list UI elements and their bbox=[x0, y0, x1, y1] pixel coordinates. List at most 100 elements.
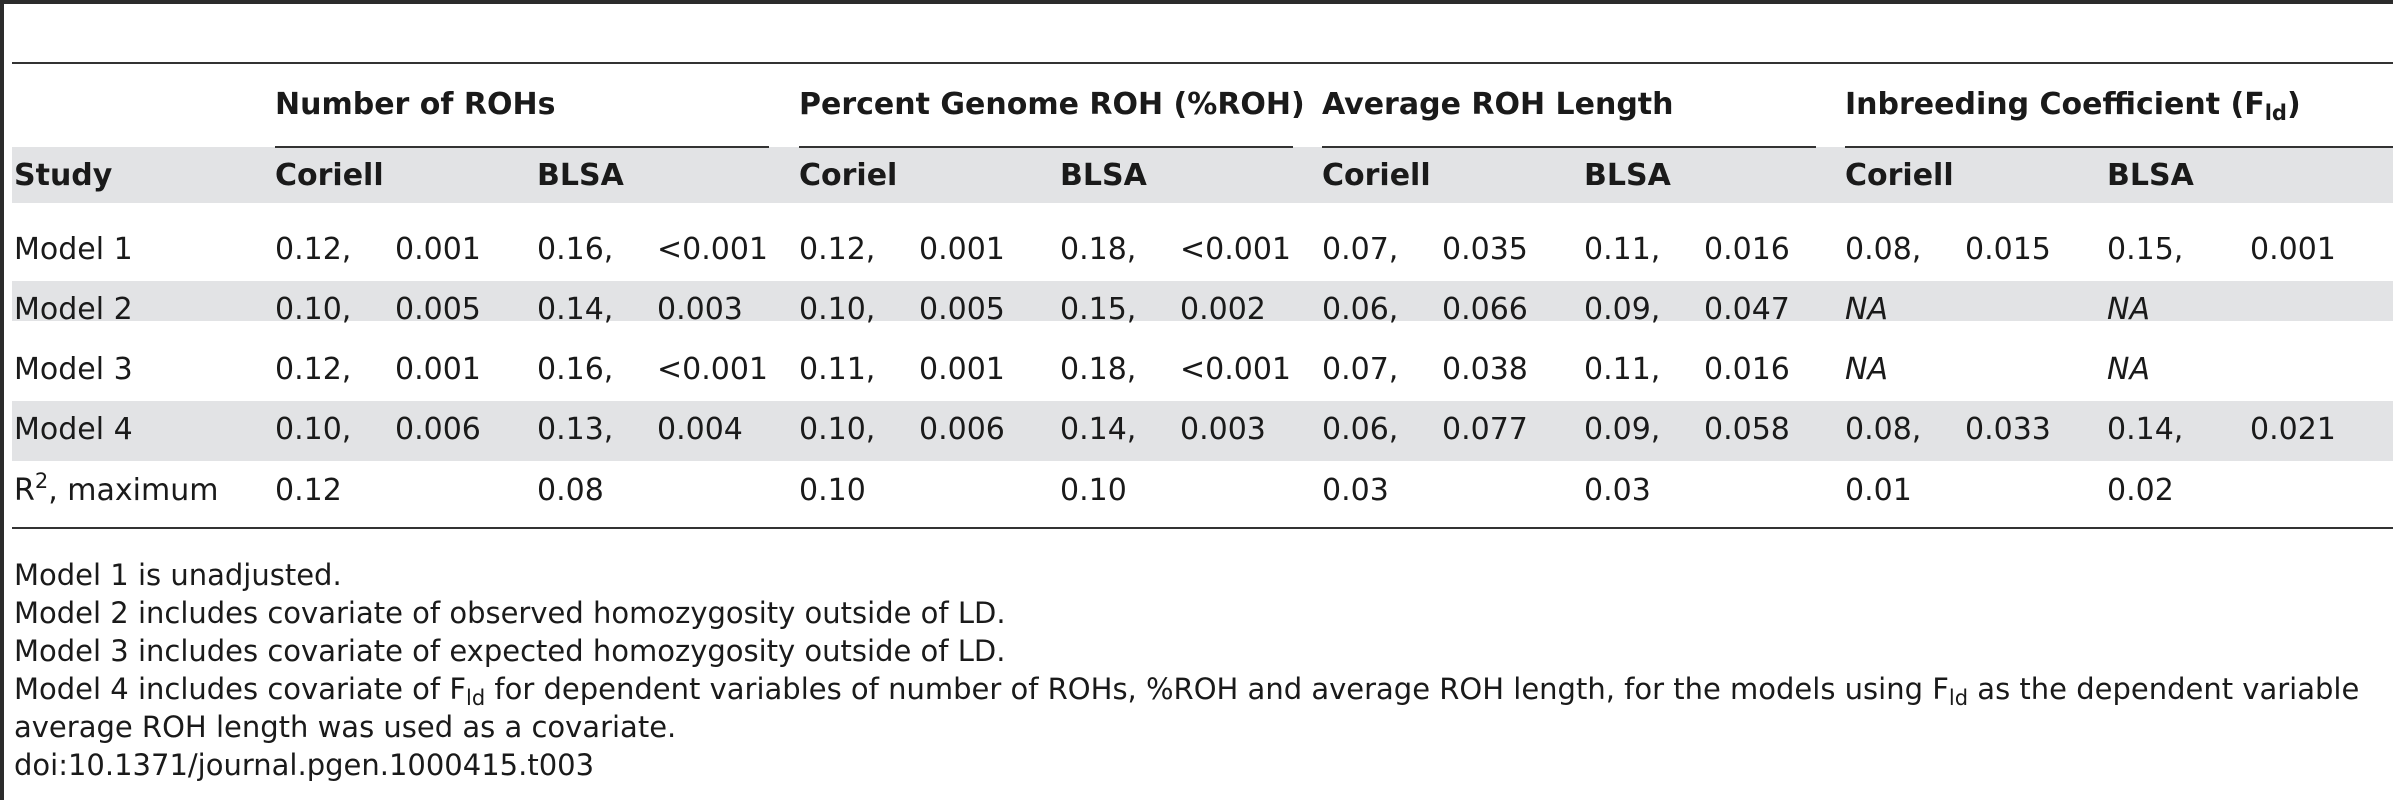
group-header-inbreeding-text: Inbreeding Coefficient (F bbox=[1845, 87, 2265, 122]
footnote-model-4-part-c: as the dependent variable bbox=[1968, 672, 2360, 706]
table-cell: 0.08, bbox=[1845, 412, 1922, 447]
table-cell: 0.09, bbox=[1584, 292, 1661, 327]
table-cell: 0.002 bbox=[1180, 292, 1266, 327]
group-header-inbreeding-sub: ld bbox=[2264, 101, 2287, 125]
subheader-shade bbox=[12, 147, 2393, 203]
column-header-coriell-1: Coriell bbox=[275, 158, 384, 193]
table-cell: NA bbox=[1845, 292, 1888, 327]
group-header-inbreeding-close: ) bbox=[2286, 87, 2301, 122]
footnote-model-4-sub-1: ld bbox=[466, 686, 486, 710]
table-cell: 0.15, bbox=[1060, 292, 1137, 327]
table-cell: 0.10, bbox=[275, 292, 352, 327]
table-cell: 0.09, bbox=[1584, 412, 1661, 447]
doi-link[interactable]: doi:10.1371/journal.pgen.1000415.t003 bbox=[14, 748, 595, 782]
table-cell: 0.06, bbox=[1322, 292, 1399, 327]
r2-cell: 0.08 bbox=[537, 473, 604, 508]
table-cell: NA bbox=[2107, 292, 2150, 327]
table-cell: 0.07, bbox=[1322, 352, 1399, 387]
r2-cell: 0.01 bbox=[1845, 473, 1912, 508]
table-cell: 0.077 bbox=[1442, 412, 1528, 447]
row-label: Model 1 bbox=[14, 232, 133, 267]
table-cell: 0.14, bbox=[537, 292, 614, 327]
table-cell: 0.021 bbox=[2250, 412, 2336, 447]
table-cell: 0.015 bbox=[1965, 232, 2051, 267]
row-shade-model-2 bbox=[12, 281, 2393, 321]
footnote-model-4-part-a: Model 4 includes covariate of F bbox=[14, 672, 467, 706]
table-cell: 0.10, bbox=[275, 412, 352, 447]
table-cell: 0.003 bbox=[1180, 412, 1266, 447]
table-cell: 0.003 bbox=[657, 292, 743, 327]
table-cell: 0.001 bbox=[919, 232, 1005, 267]
table-cell: <0.001 bbox=[1180, 352, 1292, 387]
table-cell: 0.18, bbox=[1060, 232, 1137, 267]
row-shade-model-4 bbox=[12, 401, 2393, 461]
group-rule-pct-roh bbox=[799, 146, 1293, 148]
table-cell: <0.001 bbox=[657, 232, 769, 267]
group-header-avg-len: Average ROH Length bbox=[1322, 87, 1674, 122]
group-header-roh-count: Number of ROHs bbox=[275, 87, 556, 122]
r2-cell: 0.12 bbox=[275, 473, 342, 508]
table-cell: 0.047 bbox=[1704, 292, 1790, 327]
row-label: Model 4 bbox=[14, 412, 133, 447]
column-header-coriell-4: Coriell bbox=[1845, 158, 1954, 193]
table-cell: 0.005 bbox=[395, 292, 481, 327]
table-cell: NA bbox=[1845, 352, 1888, 387]
table-cell: 0.16, bbox=[537, 232, 614, 267]
column-header-coriel-2: Coriel bbox=[799, 158, 898, 193]
table-bottom-rule bbox=[12, 527, 2393, 529]
r2-label-sup: 2 bbox=[34, 469, 49, 493]
column-header-blsa-4: BLSA bbox=[2107, 158, 2194, 193]
table-cell: <0.001 bbox=[657, 352, 769, 387]
group-header-inbreeding: Inbreeding Coefficient (Fld) bbox=[1845, 87, 2301, 125]
table-cell: 0.016 bbox=[1704, 352, 1790, 387]
table-cell: 0.066 bbox=[1442, 292, 1528, 327]
row-label: Model 3 bbox=[14, 352, 133, 387]
table-cell: 0.001 bbox=[919, 352, 1005, 387]
table-cell: 0.033 bbox=[1965, 412, 2051, 447]
table-cell: 0.10, bbox=[799, 412, 876, 447]
table-cell: 0.11, bbox=[1584, 232, 1661, 267]
table-cell: NA bbox=[2107, 352, 2150, 387]
table-cell: 0.18, bbox=[1060, 352, 1137, 387]
table-cell: 0.06, bbox=[1322, 412, 1399, 447]
row-label: Model 2 bbox=[14, 292, 133, 327]
table-cell: 0.07, bbox=[1322, 232, 1399, 267]
footnote-model-4-part-b: for dependent variables of number of ROH… bbox=[485, 672, 1949, 706]
table-cell: 0.006 bbox=[395, 412, 481, 447]
table-cell: 0.14, bbox=[1060, 412, 1137, 447]
table-cell: 0.001 bbox=[395, 352, 481, 387]
table-cell: 0.12, bbox=[799, 232, 876, 267]
group-rule-inbreeding bbox=[1845, 146, 2393, 148]
left-border bbox=[0, 0, 4, 800]
table-cell: 0.11, bbox=[799, 352, 876, 387]
table-cell: 0.005 bbox=[919, 292, 1005, 327]
column-header-study: Study bbox=[14, 158, 113, 193]
column-header-blsa-1: BLSA bbox=[537, 158, 624, 193]
r2-cell: 0.10 bbox=[1060, 473, 1127, 508]
table-cell: 0.13, bbox=[537, 412, 614, 447]
footnote-model-3: Model 3 includes covariate of expected h… bbox=[14, 634, 1006, 668]
footnote-model-2: Model 2 includes covariate of observed h… bbox=[14, 596, 1006, 630]
table-cell: <0.001 bbox=[1180, 232, 1292, 267]
r2-cell: 0.03 bbox=[1584, 473, 1651, 508]
table-cell: 0.016 bbox=[1704, 232, 1790, 267]
table-cell: 0.12, bbox=[275, 232, 352, 267]
column-header-coriell-3: Coriell bbox=[1322, 158, 1431, 193]
r2-row-label: R2, maximum bbox=[14, 471, 219, 509]
r2-label-rest: , maximum bbox=[48, 473, 219, 508]
footnote-model-4: Model 4 includes covariate of Fld for de… bbox=[14, 672, 2360, 709]
top-border bbox=[0, 0, 2393, 4]
r2-cell: 0.03 bbox=[1322, 473, 1389, 508]
table-cell: 0.001 bbox=[2250, 232, 2336, 267]
column-header-blsa-2: BLSA bbox=[1060, 158, 1147, 193]
r2-label-r: R bbox=[14, 473, 35, 508]
table-cell: 0.058 bbox=[1704, 412, 1790, 447]
group-header-pct-roh: Percent Genome ROH (%ROH) bbox=[799, 87, 1305, 122]
table-cell: 0.006 bbox=[919, 412, 1005, 447]
table-cell: 0.14, bbox=[2107, 412, 2184, 447]
column-header-blsa-3: BLSA bbox=[1584, 158, 1671, 193]
r2-cell: 0.10 bbox=[799, 473, 866, 508]
table-cell: 0.038 bbox=[1442, 352, 1528, 387]
table-cell: 0.004 bbox=[657, 412, 743, 447]
table-cell: 0.001 bbox=[395, 232, 481, 267]
